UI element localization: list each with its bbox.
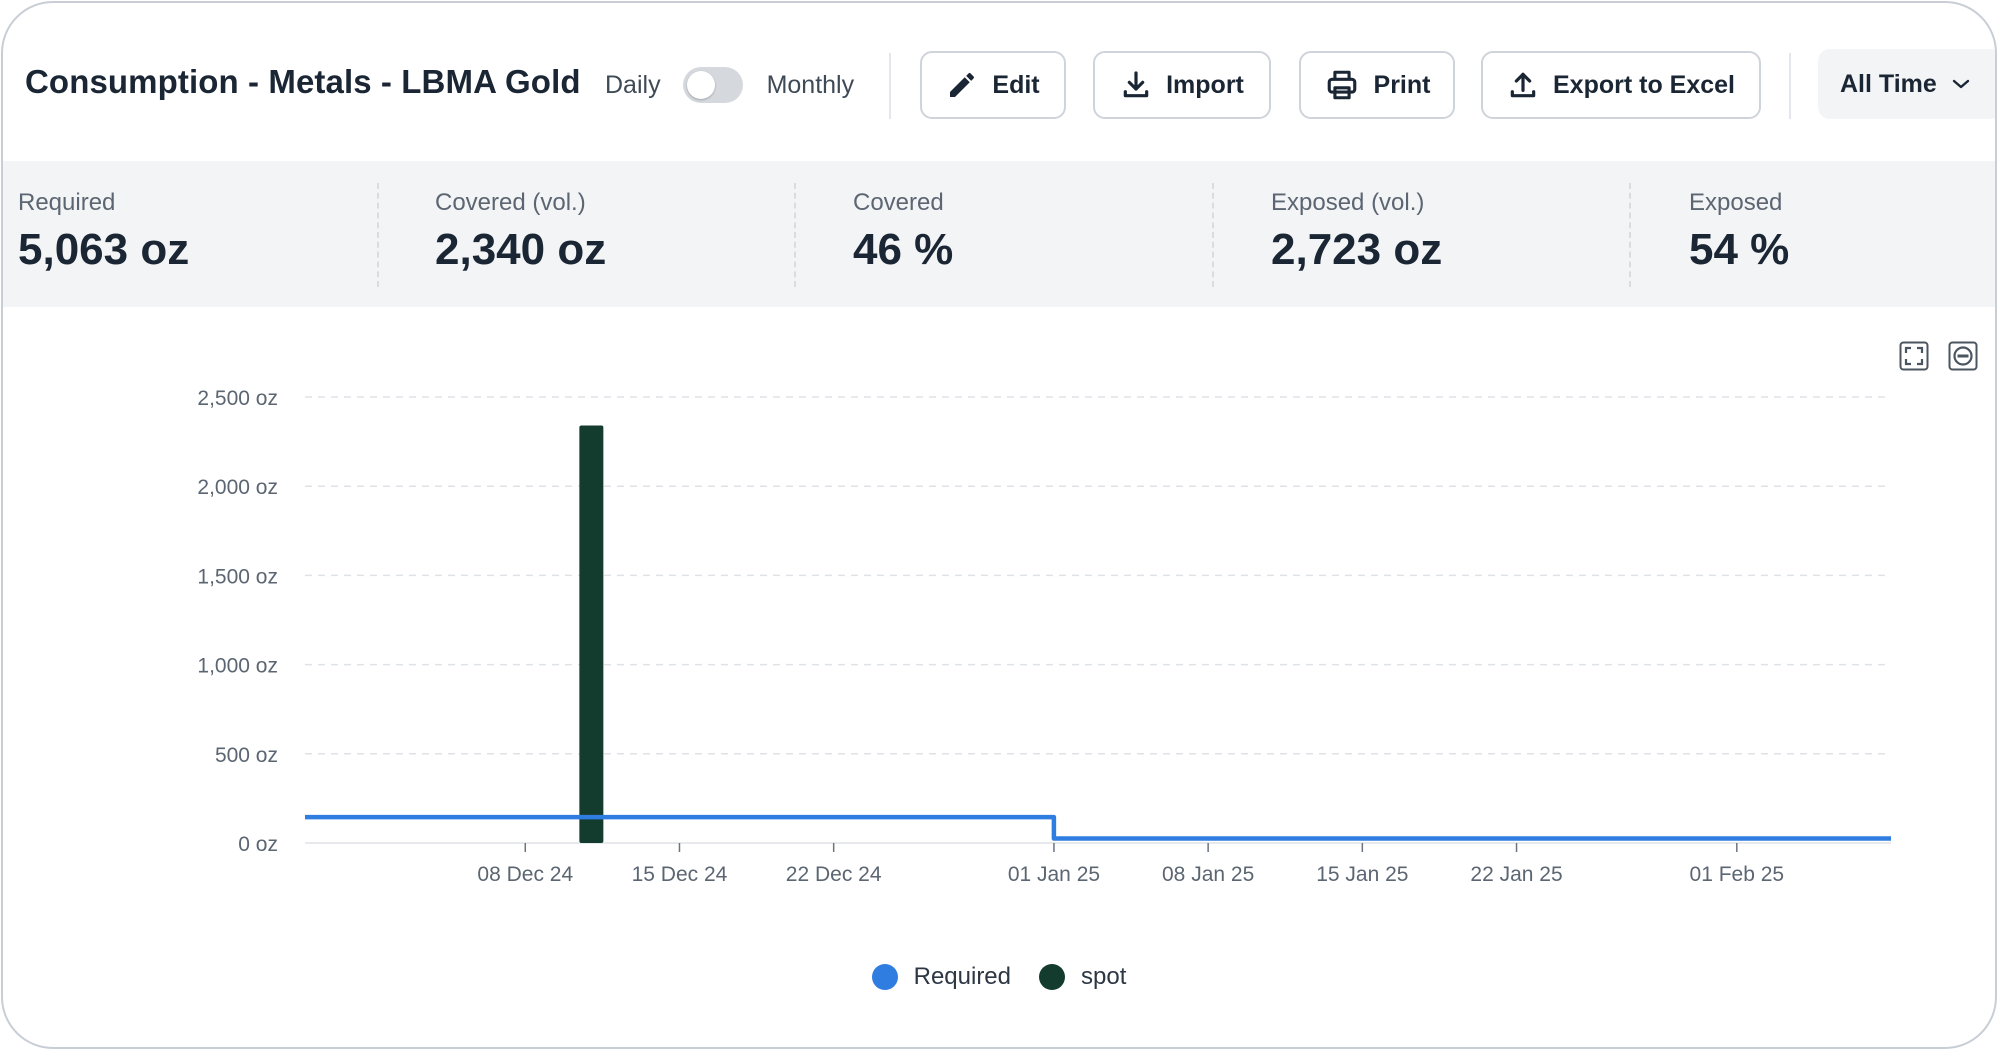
stat-value: 2,340 oz (435, 225, 607, 274)
x-tick-label: 01 Jan 25 (1008, 863, 1100, 886)
stat-label: Covered (853, 189, 944, 216)
export-button-label: Export to Excel (1553, 70, 1735, 99)
stat-value: 46 % (853, 225, 954, 274)
x-tick-label: 15 Dec 24 (632, 863, 728, 886)
consumption-chart: 0 oz 500 oz 1,000 oz 1,500 oz 2,000 oz 2,500 … (3, 307, 1995, 1047)
stat-divider (1212, 183, 1214, 287)
chart-legend: Required spot (3, 963, 1995, 991)
legend-label: Required (913, 963, 1012, 990)
toolbar-divider (889, 53, 891, 119)
legend-marker (871, 964, 898, 990)
stat-label: Covered (vol.) (435, 189, 586, 216)
legend-label: spot (1081, 963, 1127, 990)
zoom-reset-icon[interactable] (1948, 341, 1978, 371)
daily-monthly-toggle-group: Daily Monthly (605, 67, 854, 103)
chevron-down-icon (1952, 79, 1969, 89)
stat-label: Exposed (1689, 189, 1783, 216)
download-icon (1123, 71, 1149, 98)
x-tick-label: 08 Dec 24 (477, 863, 573, 886)
export-to-excel-button[interactable]: Export to Excel (1481, 51, 1761, 119)
required-line (305, 814, 1891, 841)
stat-divider (794, 183, 796, 287)
daily-monthly-toggle[interactable] (682, 67, 743, 103)
x-tick-label: 15 Jan 25 (1316, 863, 1408, 886)
y-tick-label: 500 oz (215, 744, 278, 767)
stat-value: 5,063 oz (18, 225, 190, 274)
time-range-label: All Time (1840, 69, 1937, 98)
import-button[interactable]: Import (1093, 51, 1271, 119)
toggle-daily-label: Daily (605, 70, 661, 99)
stat-divider (1629, 183, 1631, 287)
edit-button[interactable]: Edit (920, 51, 1066, 119)
toggle-monthly-label: Monthly (766, 70, 855, 99)
legend-marker (1039, 964, 1066, 990)
stat-label: Required (18, 189, 116, 216)
header-toolbar: Consumption - Metals - LBMA Gold Daily M… (3, 3, 1995, 161)
y-tick-label: 1,000 oz (197, 655, 278, 678)
stat-value: 2,723 oz (1271, 225, 1443, 274)
y-tick-label: 1,500 oz (197, 565, 278, 588)
fullscreen-icon[interactable] (1899, 341, 1929, 371)
x-tick-label: 22 Jan 25 (1470, 863, 1562, 886)
upload-icon (1510, 72, 1536, 98)
print-button[interactable]: Print (1299, 51, 1455, 119)
page-title: Consumption - Metals - LBMA Gold (25, 63, 581, 100)
stat-divider (377, 183, 379, 287)
chart-plot: 0 oz 500 oz 1,000 oz 1,500 oz 2,000 oz 2,500 … (197, 387, 1891, 886)
print-button-label: Print (1373, 70, 1431, 99)
x-tick-label: 01 Feb 25 (1690, 863, 1785, 886)
stat-label: Exposed (vol.) (1271, 189, 1425, 216)
toolbar-divider (1789, 53, 1791, 119)
y-tick-label: 2,500 oz (197, 387, 278, 410)
toggle-knob (686, 71, 715, 99)
edit-button-label: Edit (992, 70, 1040, 99)
x-tick-label: 22 Dec 24 (786, 863, 882, 886)
time-range-dropdown[interactable]: All Time (1818, 49, 1995, 119)
printer-icon (1327, 70, 1356, 100)
spot-bar (579, 425, 604, 843)
pencil-icon (950, 72, 975, 97)
y-tick-label: 0 oz (238, 833, 278, 856)
x-tick-label: 08 Jan 25 (1162, 863, 1254, 886)
stat-value: 54 % (1689, 225, 1790, 274)
summary-stats: Required 5,063 oz Covered (vol.) 2,340 o… (3, 161, 1995, 307)
legend-item-required[interactable]: Required (871, 963, 1012, 991)
import-button-label: Import (1166, 70, 1244, 99)
y-tick-label: 2,000 oz (197, 476, 278, 499)
legend-item-spot[interactable]: spot (1039, 963, 1126, 991)
